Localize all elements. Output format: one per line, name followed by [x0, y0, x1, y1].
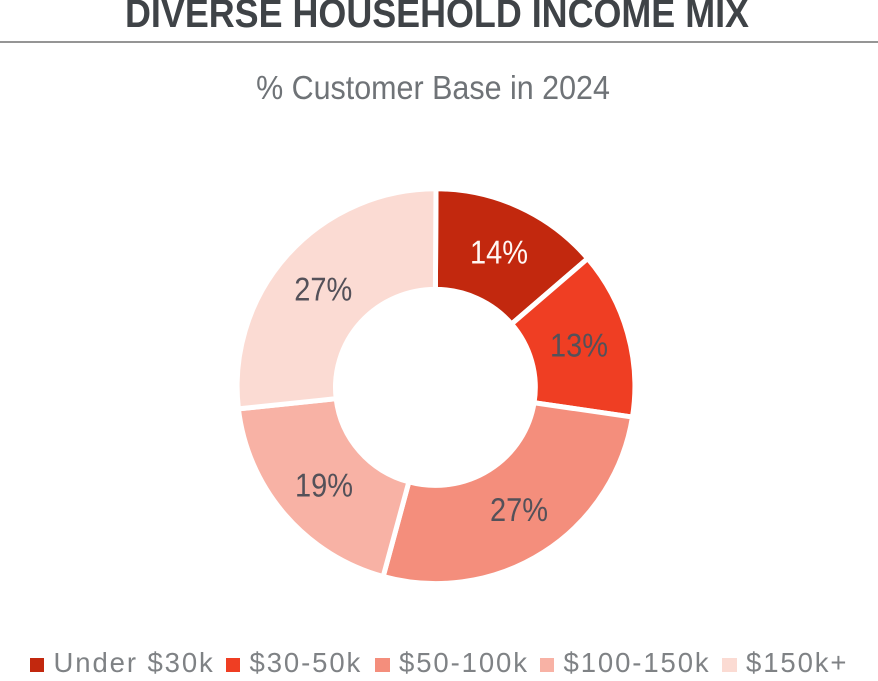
svg-text:27%: 27% [490, 491, 548, 528]
svg-text:27%: 27% [294, 270, 352, 307]
svg-text:13%: 13% [550, 327, 608, 364]
svg-text:14%: 14% [470, 234, 528, 271]
svg-text:19%: 19% [295, 467, 353, 504]
